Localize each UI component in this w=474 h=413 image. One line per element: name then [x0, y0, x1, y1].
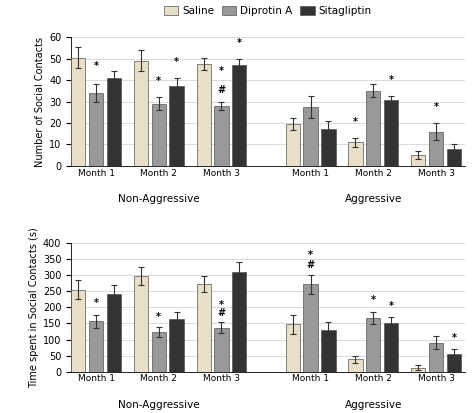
Text: *: * [389, 301, 393, 311]
Text: Aggressive: Aggressive [345, 400, 402, 410]
Y-axis label: Number of Social Contacts: Number of Social Contacts [35, 36, 45, 166]
Text: *: * [93, 298, 99, 309]
Bar [429, 131, 443, 166]
Text: #: # [307, 260, 315, 270]
Bar [152, 104, 166, 166]
Bar [321, 330, 336, 372]
Text: *: * [219, 300, 224, 310]
Bar [152, 332, 166, 372]
Text: *: * [156, 311, 161, 321]
Bar [411, 155, 425, 166]
Bar [170, 86, 184, 166]
Bar [89, 321, 103, 372]
Bar [71, 290, 85, 372]
Text: *: * [371, 295, 376, 305]
Bar [384, 323, 398, 372]
Text: *: * [237, 38, 242, 48]
Y-axis label: Time spent in Social Contacts (s): Time spent in Social Contacts (s) [28, 227, 38, 388]
Bar [348, 142, 363, 166]
Text: #: # [218, 308, 226, 318]
Bar [286, 124, 300, 166]
Bar [197, 64, 211, 166]
Text: *: * [308, 250, 313, 260]
Bar [232, 65, 246, 166]
Text: *: * [434, 102, 438, 112]
Text: Aggressive: Aggressive [345, 194, 402, 204]
Bar [71, 57, 85, 166]
Text: *: * [156, 76, 161, 86]
Text: *: * [389, 76, 393, 85]
Bar [107, 294, 121, 372]
Bar [134, 61, 148, 166]
Bar [303, 107, 318, 166]
Bar [134, 275, 148, 372]
Bar [321, 129, 336, 166]
Bar [366, 318, 381, 372]
Bar [429, 343, 443, 372]
Bar [447, 149, 461, 166]
Text: Non-Aggressive: Non-Aggressive [118, 400, 200, 410]
Bar [286, 325, 300, 372]
Bar [170, 318, 184, 372]
Text: Non-Aggressive: Non-Aggressive [118, 194, 200, 204]
Bar [411, 368, 425, 372]
Bar [303, 284, 318, 372]
Bar [348, 359, 363, 372]
Bar [214, 106, 228, 166]
Bar [384, 100, 398, 166]
Text: *: * [93, 62, 99, 71]
Bar [214, 328, 228, 372]
Bar [197, 284, 211, 372]
Bar [366, 91, 381, 166]
Bar [107, 78, 121, 166]
Bar [447, 354, 461, 372]
Text: *: * [353, 117, 358, 127]
Text: *: * [451, 333, 456, 343]
Legend: Saline, Diprotin A, Sitagliptin: Saline, Diprotin A, Sitagliptin [162, 4, 374, 18]
Text: #: # [218, 85, 226, 95]
Text: *: * [174, 57, 179, 67]
Bar [89, 93, 103, 166]
Bar [232, 272, 246, 372]
Text: *: * [219, 66, 224, 76]
